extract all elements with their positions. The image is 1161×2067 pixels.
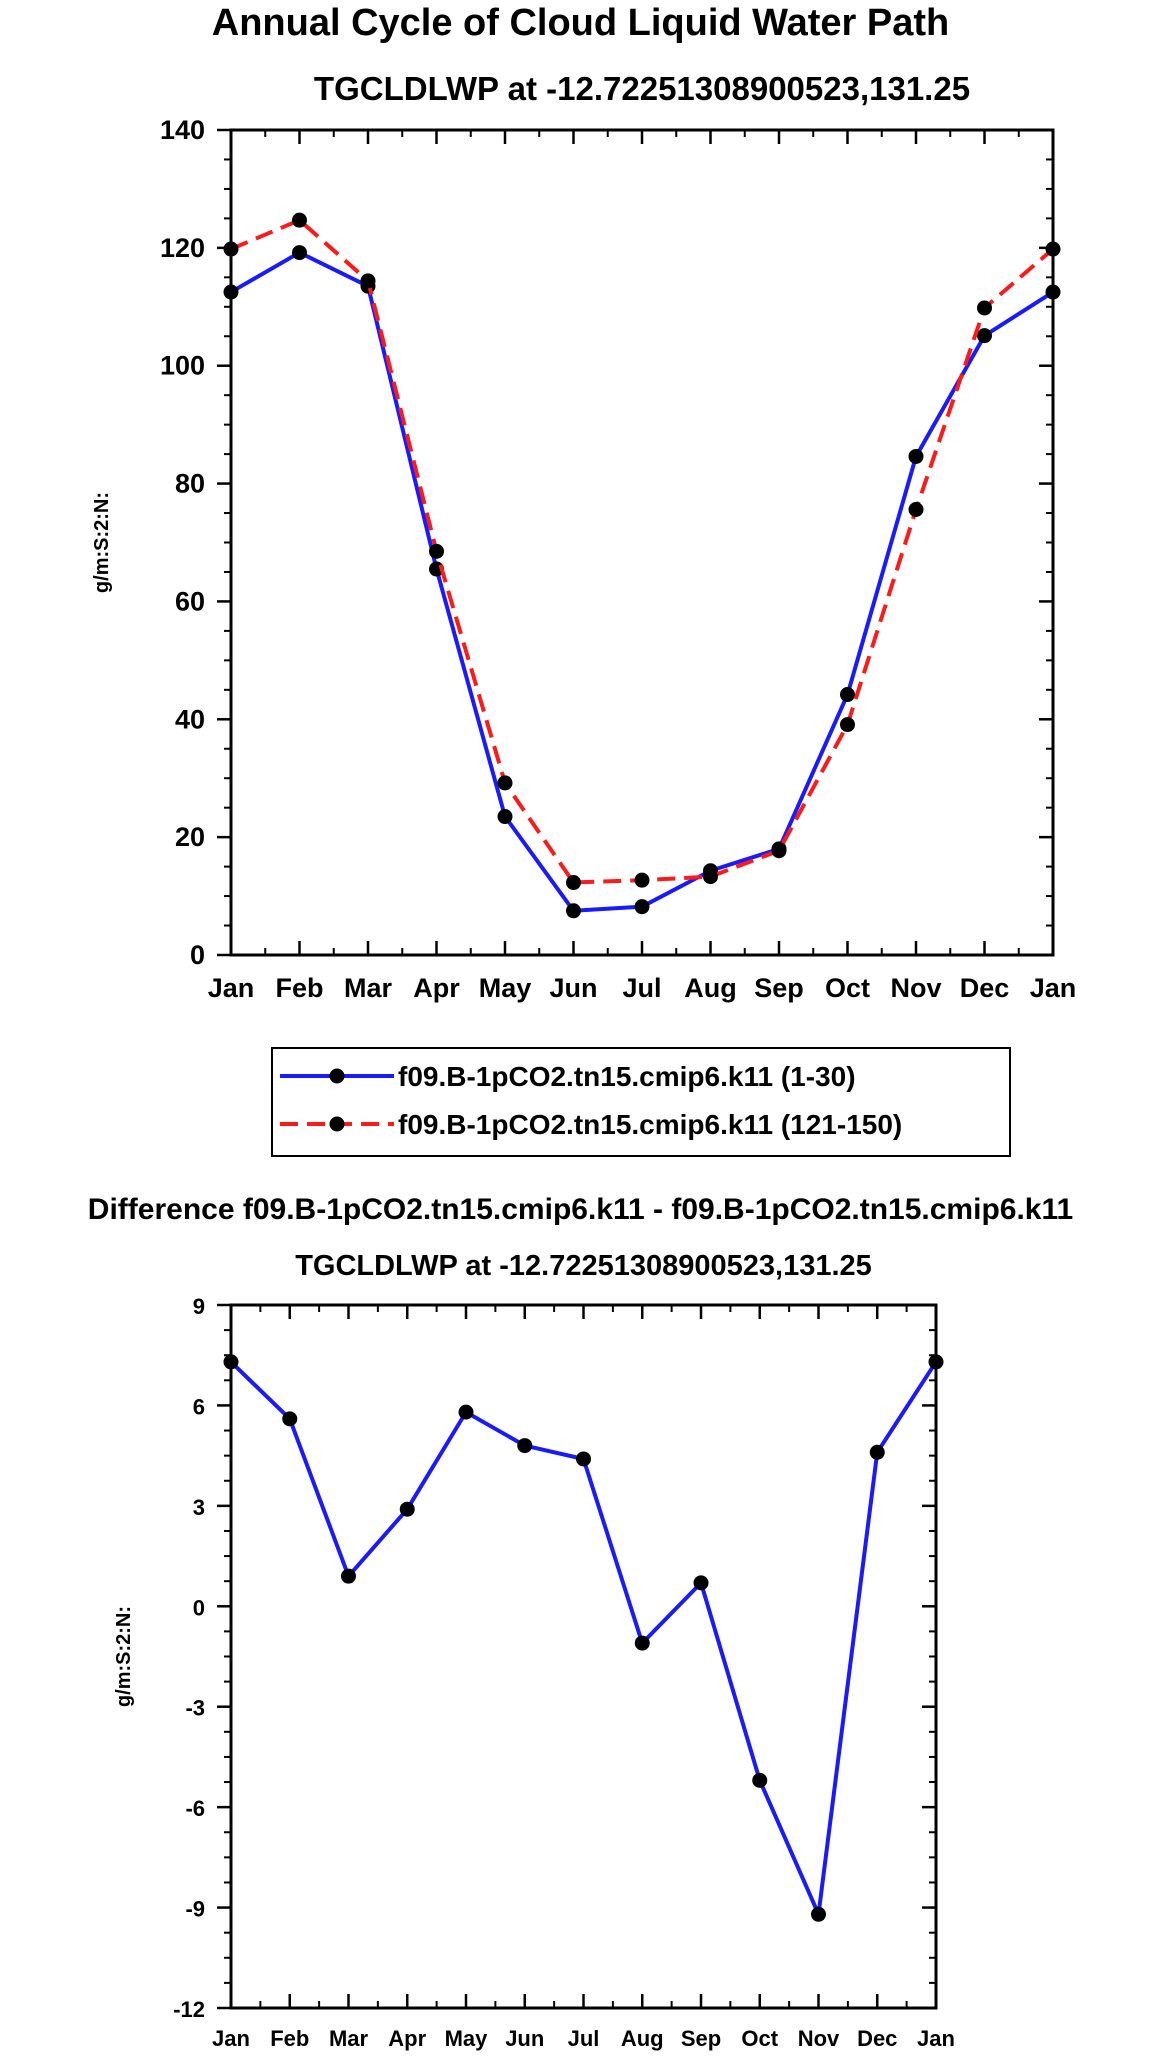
data-point [869, 1444, 885, 1460]
x-tick-label: Apr [413, 973, 460, 1003]
legend-marker-1 [329, 1116, 345, 1132]
series-line-1 [230, 218, 1055, 885]
y-tick-label: 120 [160, 233, 205, 263]
x-tick-label: Nov [890, 973, 941, 1003]
chart-title-difference: Difference f09.B-1pCO2.tn15.cmip6.k11 - … [87, 1193, 1074, 1226]
data-point [752, 1772, 768, 1788]
y-axis-label: g/m:S:2:N: [113, 1606, 135, 1707]
data-point [566, 875, 581, 891]
x-tick-label: Jan [208, 973, 255, 1003]
data-point [703, 869, 718, 885]
data-point [458, 1404, 474, 1420]
x-tick-label: Jun [549, 973, 597, 1003]
x-tick-label: Jun [505, 2026, 544, 2051]
x-tick-label: Jul [622, 973, 661, 1003]
series-line-0 [229, 1360, 938, 1917]
chart-title-annual-cycle: Annual Cycle of Cloud Liquid Water Path [211, 2, 950, 44]
y-axis-label: g/m:S:2:N: [91, 492, 113, 593]
data-point [497, 809, 513, 825]
y-tick-label: 3 [193, 1495, 205, 1520]
data-point [360, 273, 376, 289]
data-point [223, 241, 239, 257]
y-tick-label: -6 [185, 1796, 205, 1821]
x-tick-label: Mar [329, 2026, 369, 2051]
legend-box [271, 1047, 1011, 1157]
annual-cycle-chart: TGCLDLWP at -12.72251308900523,131.25 g/m… [91, 70, 1077, 1157]
data-point [497, 775, 513, 791]
chart-subtitle: TGCLDLWP at -12.72251308900523,131.25 [314, 70, 970, 107]
x-tick-label: May [479, 973, 532, 1003]
data-point [223, 284, 239, 300]
data-point [908, 448, 924, 464]
data-point [517, 1438, 533, 1454]
x-tick-label: Dec [960, 973, 1010, 1003]
data-point [840, 717, 855, 733]
x-tick-label: Feb [270, 2026, 309, 2051]
y-tick-label: -12 [173, 1997, 205, 2022]
x-tick-label: Jul [568, 2026, 600, 2051]
x-tick-label: Jan [212, 2026, 250, 2051]
data-point [566, 903, 581, 919]
y-tick-label: -9 [185, 1897, 205, 1922]
data-point [908, 502, 924, 517]
x-tick-label: Sep [754, 973, 804, 1003]
x-tick-label: Oct [741, 2026, 778, 2051]
data-point [840, 687, 855, 703]
x-tick-label: Nov [798, 2026, 840, 2051]
data-point [1045, 241, 1061, 257]
x-tick-label: Jan [1030, 973, 1077, 1003]
y-tick-label: 80 [175, 469, 205, 499]
data-point [811, 1906, 826, 1922]
legend-label-0: f09.B-1pCO2.tn15.cmip6.k11 (1-30) [398, 1061, 856, 1092]
y-tick-label: 20 [175, 822, 205, 852]
x-tick-label: May [445, 2026, 489, 2051]
y-tick-label: 0 [193, 1595, 205, 1620]
legend-label-1: f09.B-1pCO2.tn15.cmip6.k11 (121-150) [398, 1109, 902, 1140]
x-tick-label: Jan [917, 2026, 955, 2051]
chart-subtitle: TGCLDLWP at -12.72251308900523,131.25 [295, 1250, 872, 1282]
data-point [429, 543, 444, 559]
plot-frame [229, 1303, 938, 2010]
data-point [1045, 284, 1061, 300]
plot-frame [229, 128, 1055, 957]
data-point [977, 328, 992, 344]
data-point [576, 1451, 591, 1467]
y-tick-label: 60 [175, 586, 205, 616]
y-tick-label: -3 [185, 1696, 205, 1721]
data-point [399, 1501, 415, 1517]
y-tick-label: 140 [160, 115, 205, 145]
legend-marker-0 [329, 1068, 345, 1084]
x-tick-label: Aug [621, 2026, 664, 2051]
data-point [341, 1568, 356, 1584]
x-tick-label: Oct [825, 973, 870, 1003]
x-tick-label: Apr [388, 2026, 426, 2051]
x-tick-label: Feb [275, 973, 323, 1003]
data-point [634, 899, 650, 915]
x-tick-label: Mar [344, 973, 393, 1003]
series-line-0 [230, 250, 1055, 913]
y-tick-label: 100 [160, 351, 205, 381]
y-tick-label: 40 [175, 704, 205, 734]
data-point [771, 843, 787, 859]
data-point [977, 300, 992, 316]
data-point [292, 212, 307, 228]
y-tick-label: 6 [193, 1394, 205, 1419]
x-tick-label: Dec [857, 2026, 897, 2051]
data-point [928, 1354, 944, 1370]
data-point [282, 1411, 298, 1427]
data-point [634, 1635, 650, 1651]
data-point [693, 1575, 709, 1591]
x-tick-label: Aug [684, 973, 736, 1003]
y-tick-label: 9 [193, 1294, 205, 1319]
data-point [223, 1354, 239, 1370]
difference-chart: TGCLDLWP at -12.72251308900523,131.25 g/m… [113, 1250, 955, 2051]
x-tick-label: Sep [681, 2026, 721, 2051]
data-point [634, 872, 650, 888]
data-point [292, 245, 307, 261]
y-tick-label: 0 [190, 940, 205, 970]
